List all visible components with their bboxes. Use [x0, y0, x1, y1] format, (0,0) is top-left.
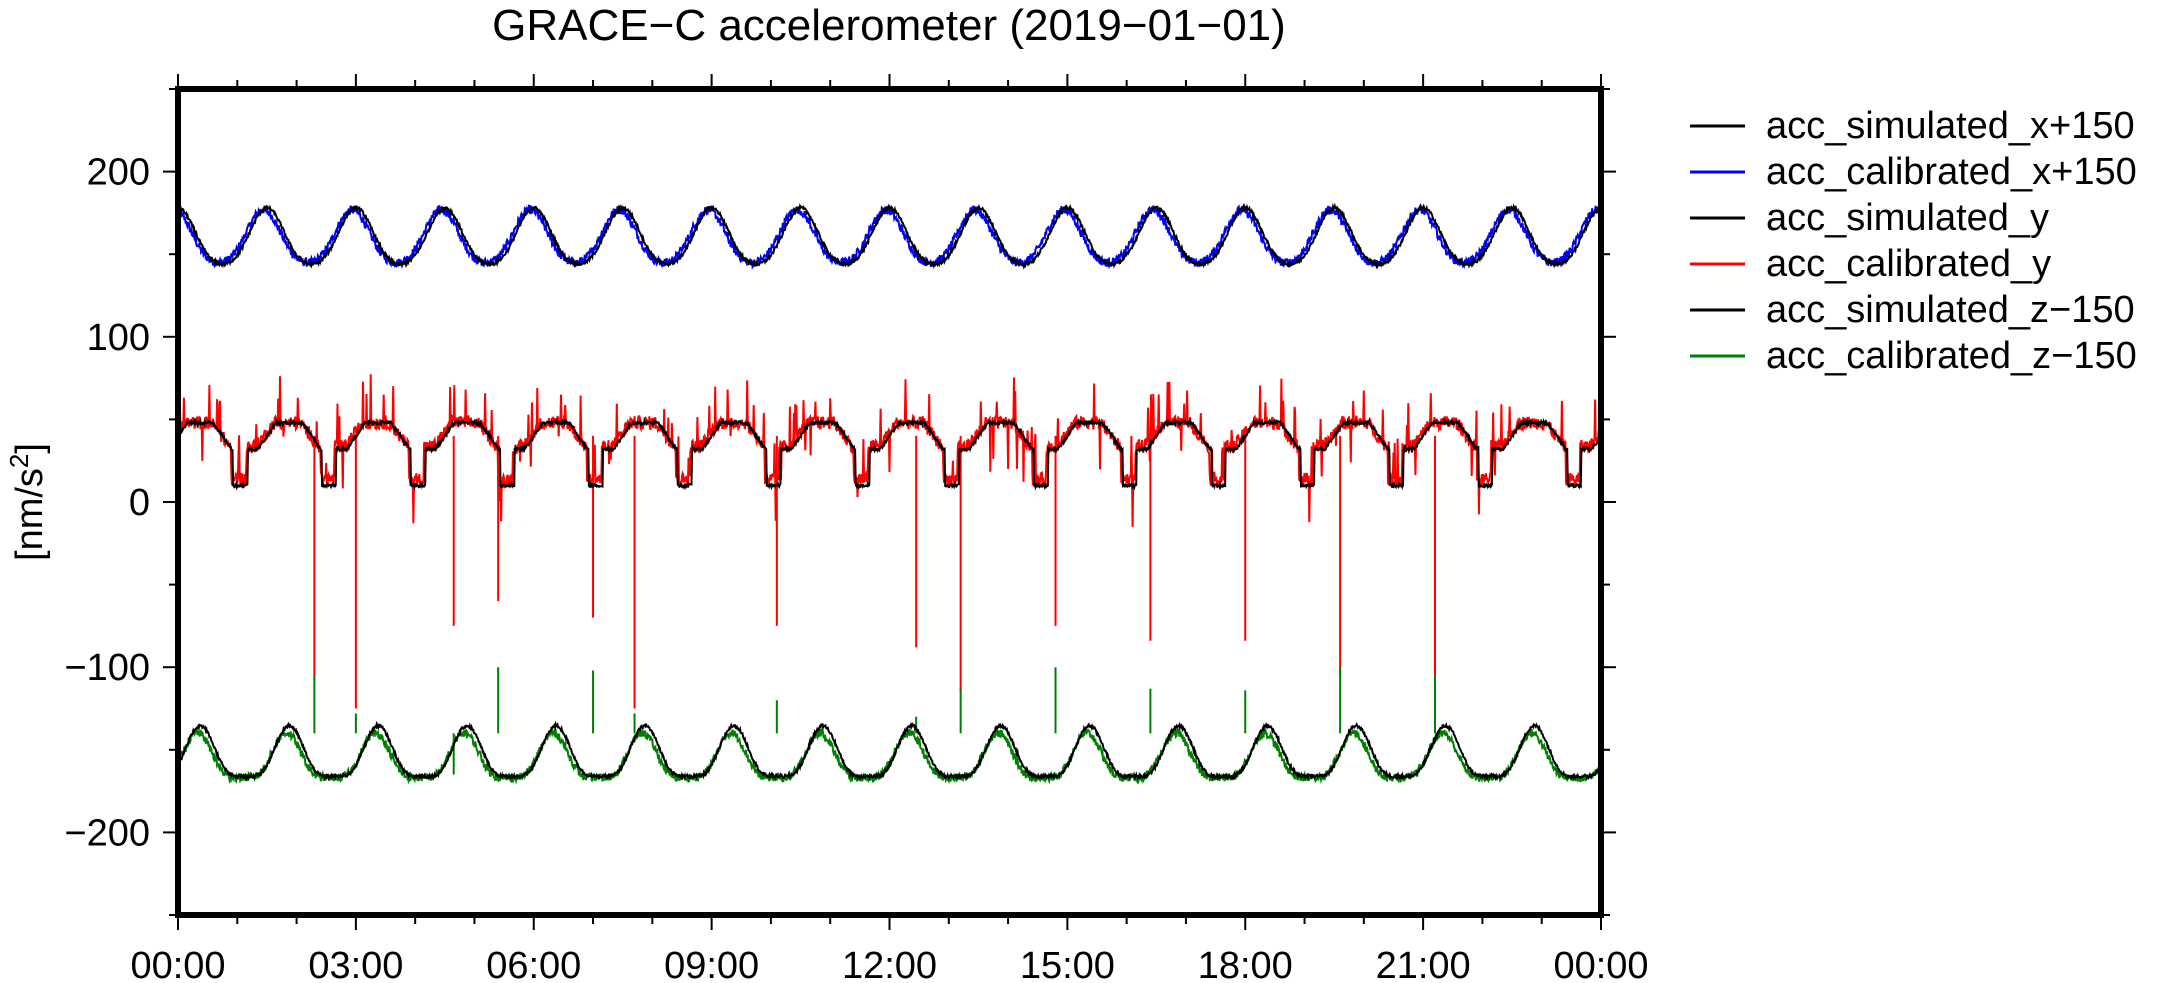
ticks-layer	[163, 74, 1616, 930]
y-tick-label: 100	[87, 317, 150, 359]
series-layer	[177, 202, 1602, 785]
series-line-4	[177, 720, 1602, 782]
x-tick-label: 06:00	[486, 945, 581, 983]
x-tick-label: 15:00	[1020, 945, 1115, 983]
chart-title: GRACE−C accelerometer (2019−01−01)	[492, 1, 1286, 50]
x-tick-labels: 00:00 03:00 06:00 09:00 12:00 15:00 18:00 21:00…	[130, 945, 1648, 983]
legend-label: acc_calibrated_z−150	[1766, 335, 2137, 377]
series-line-0	[177, 202, 1602, 270]
x-tick-label: 00:00	[130, 945, 225, 983]
legend-label: acc_calibrated_x+150	[1766, 151, 2137, 193]
y-tick-label: 0	[129, 482, 150, 524]
x-tick-label: 12:00	[842, 945, 937, 983]
y-tick-label: −100	[64, 647, 150, 689]
y-axis-label: [nm/s2]	[4, 443, 51, 561]
y-axis-label-close: ]	[9, 443, 51, 454]
x-tick-label: 09:00	[664, 945, 759, 983]
y-tick-labels: 200 100 0 −100 −200	[64, 152, 150, 855]
x-tick-label: 03:00	[308, 945, 403, 983]
legend-label: acc_simulated_x+150	[1766, 105, 2135, 147]
legend: acc_simulated_x+150acc_calibrated_x+150a…	[1690, 105, 2137, 377]
legend-label: acc_calibrated_y	[1766, 243, 2051, 285]
legend-label: acc_simulated_y	[1766, 197, 2049, 239]
x-tick-label: 21:00	[1376, 945, 1471, 983]
y-tick-label: −200	[64, 812, 150, 854]
y-axis-label-main: [nm/s	[9, 468, 51, 561]
series-line-2	[177, 417, 1602, 491]
series-line-3	[177, 374, 1602, 527]
x-tick-label: 18:00	[1198, 945, 1293, 983]
y-axis-label-superscript: 2	[4, 454, 34, 468]
y-tick-label: 200	[87, 152, 150, 194]
x-tick-label: 00:00	[1553, 945, 1648, 983]
legend-label: acc_simulated_z−150	[1766, 289, 2135, 331]
